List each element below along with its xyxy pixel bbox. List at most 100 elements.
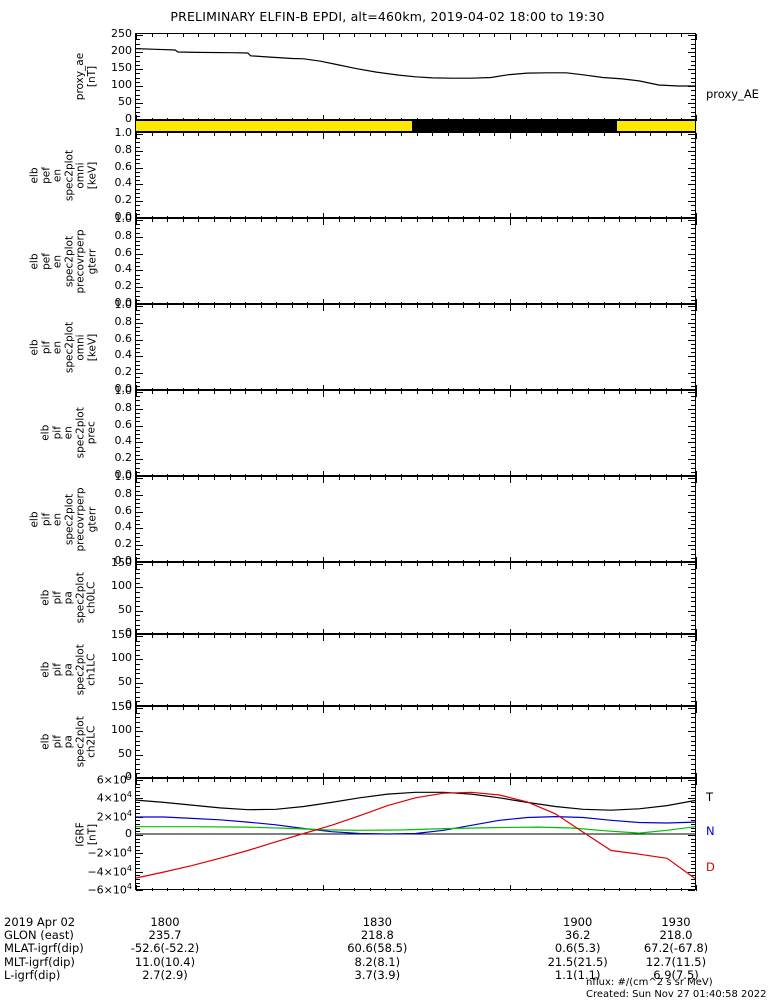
x-major-tick [510,385,511,391]
x-major-tick [696,701,697,707]
x-minor-tick [665,632,667,635]
panel-label-elb-pif-pa-ch0lc: elb pif pa spec2plot ch0LC [40,562,99,634]
y-major-tick [136,780,143,781]
y-tick-label-text: 0 [125,112,132,125]
y-minor-tick [136,98,140,100]
footer-row-label: L-igrf(dip) [4,967,61,982]
x-major-tick [696,219,697,225]
y-minor-tick [691,111,695,113]
x-major-tick [323,115,324,121]
panel-label-line: spec2plot [62,321,75,373]
x-minor-tick [603,560,605,563]
x-major-tick [510,115,511,121]
x-minor-tick [182,302,184,305]
x-minor-tick [447,779,449,782]
x-minor-tick [587,133,589,136]
x-minor-tick [619,34,621,37]
x-minor-tick [400,388,402,391]
y-major-tick [688,150,695,152]
x-minor-tick [478,560,480,563]
x-minor-tick [634,133,636,136]
x-minor-tick [260,216,262,219]
x-minor-tick [478,776,480,779]
x-minor-tick [525,632,527,635]
x-minor-tick [213,391,215,394]
y-minor-tick [691,381,695,383]
x-minor-tick [681,779,683,782]
x-minor-tick [650,888,652,891]
x-minor-tick [369,219,371,222]
x-minor-tick [650,302,652,305]
y-minor-tick [691,805,695,807]
x-minor-tick [229,302,231,305]
x-minor-tick [400,776,402,779]
x-minor-tick [307,477,309,480]
footer-row: MLT-igrf(dip) 11.0(10.4) 8.2(8.1) 21.5(21.5… [0,955,775,969]
x-major-tick [696,773,697,779]
footer-value: 0.6(5.3) [554,941,601,956]
x-minor-tick [587,776,589,779]
x-minor-tick [151,563,153,566]
x-minor-tick [260,888,262,891]
x-major-tick [136,471,137,477]
y-minor-tick [691,291,695,293]
x-minor-tick [167,776,169,779]
x-minor-tick [603,302,605,305]
y-minor-tick [136,295,140,297]
y-tick-label-text: 0.6 [114,331,133,345]
x-major-tick [510,305,511,311]
x-minor-tick [291,34,293,37]
y-minor-tick [136,696,140,698]
x-minor-tick [478,118,480,121]
x-minor-tick [494,635,496,638]
x-major-tick [696,477,697,483]
panel-label-elb-pif-en-omni: elb pif en spec2plot omni [keV] [28,304,98,390]
panel-label-line: spec2plot [62,493,75,545]
x-minor-tick [338,302,340,305]
footer-row-label: GLON (east) [4,928,74,943]
y-major-tick [136,494,143,496]
y-major-tick [136,610,143,612]
x-minor-tick [369,888,371,891]
x-minor-tick [572,704,574,707]
x-minor-tick [151,474,153,477]
y-minor-tick [691,524,695,526]
x-major-tick [323,557,324,563]
y-minor-tick [136,434,140,435]
x-minor-tick [198,779,200,782]
footer-value: 60.6(58.5) [347,941,408,956]
x-minor-tick [634,563,636,566]
y-minor-tick [136,377,140,379]
y-minor-tick [691,650,695,651]
x-minor-tick [354,563,356,566]
x-minor-tick [650,388,652,391]
x-minor-tick [447,474,449,477]
x-minor-tick [416,305,418,308]
x-minor-tick [619,388,621,391]
y-tick-label-text: 150 [111,556,132,569]
y-minor-tick [691,467,695,469]
x-minor-tick [229,776,231,779]
x-minor-tick [245,133,247,136]
x-minor-tick [556,632,558,635]
x-minor-tick [291,302,293,305]
y-minor-tick [691,640,695,642]
y-minor-tick [136,188,140,190]
x-minor-tick [478,391,480,394]
y-minor-tick [691,717,695,719]
y-tick-label-text: 0.4 [114,348,133,362]
x-major-tick [323,299,324,305]
footer-value: 218.0 [659,928,693,943]
x-minor-tick [369,216,371,219]
x-minor-tick [665,776,667,779]
x-minor-tick [354,776,356,779]
panel-label-line: precovrperp [74,228,86,294]
footer-value: -52.6(-52.2) [130,941,200,956]
x-minor-tick [432,888,434,891]
x-minor-tick [213,707,215,710]
y-minor-tick [136,283,140,284]
x-minor-tick [587,305,589,308]
y-minor-tick [136,813,140,814]
x-minor-tick [416,707,418,710]
x-minor-tick [665,888,667,891]
